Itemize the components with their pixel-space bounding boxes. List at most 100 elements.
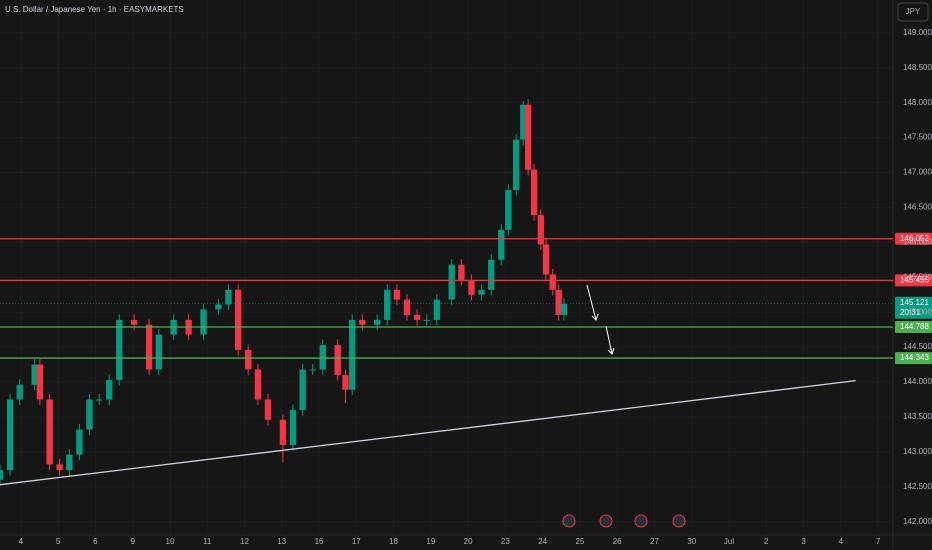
plot: [0, 99, 893, 486]
candle-body: [555, 289, 562, 315]
currency-label[interactable]: JPY: [906, 7, 921, 16]
candle-body: [131, 319, 138, 325]
candle-body: [264, 399, 272, 420]
candle-body: [106, 379, 113, 400]
candle-body: [155, 334, 162, 370]
y-tick-label: 146.000: [903, 237, 932, 246]
candle-body: [349, 319, 356, 390]
x-tick-label: 12: [240, 537, 249, 546]
y-tick-label: 146.500: [903, 203, 932, 212]
event-icon[interactable]: [634, 514, 648, 528]
arrows: [586, 284, 615, 355]
candle-body: [66, 454, 73, 471]
x-tick-label: 27: [650, 537, 659, 546]
x-tick-label: 30: [687, 537, 696, 546]
candle-body: [458, 264, 465, 281]
candle-body: [520, 104, 527, 140]
y-tick-label: 144.000: [903, 377, 932, 386]
x-tick-label: 3: [801, 537, 806, 546]
candle-body: [31, 364, 38, 385]
level-tag: [895, 232, 932, 245]
candle-body: [95, 399, 103, 401]
candle-body: [542, 244, 550, 275]
candle-body: [505, 189, 512, 230]
event-icon[interactable]: [599, 514, 613, 528]
y-tick-label: 142.500: [903, 482, 932, 491]
x-tick-label: 19: [426, 537, 435, 546]
candle-body: [488, 259, 495, 290]
candle-body: [200, 309, 207, 335]
last-price-tag: [895, 296, 932, 319]
last-price-label: 145.121: [900, 298, 929, 307]
x-tick-label: 9: [130, 537, 135, 546]
trendline: [0, 380, 856, 486]
candle-body: [0, 470, 4, 480]
candle-body: [254, 369, 262, 400]
candle-body: [513, 139, 520, 190]
candle-body: [309, 369, 316, 371]
x-tick-label: 2: [764, 537, 769, 546]
candle-body: [530, 169, 538, 216]
chart-title: U.S. Dollar / Japanese Yen · 1h · EASYMA…: [5, 5, 184, 14]
candle-body: [524, 104, 532, 170]
candle-body: [36, 364, 44, 400]
x-tick-label: 7: [876, 537, 881, 546]
grid: [0, 0, 893, 535]
y-tick-label: 142.000: [903, 517, 932, 526]
candle-body: [279, 419, 287, 445]
y-tick-label: 148.000: [903, 98, 932, 107]
y-tick-label: 147.000: [903, 168, 932, 177]
candle-body: [319, 345, 326, 370]
x-tick-label: 16: [315, 537, 324, 546]
arrow: [586, 284, 599, 321]
candle-body: [403, 299, 411, 315]
x-tick-label: 23: [501, 537, 510, 546]
countdown-label: 20:31: [900, 308, 921, 317]
event-icon[interactable]: [672, 514, 686, 528]
level-tag: [895, 274, 932, 287]
candle-body: [16, 384, 23, 400]
y-tick-label: 149.000: [903, 28, 932, 37]
event-icons: [562, 514, 686, 528]
candle-body: [299, 369, 306, 410]
candle-body: [289, 409, 297, 445]
candle-body: [374, 319, 381, 325]
y-tick-label: 147.500: [903, 133, 932, 142]
candle-body: [433, 299, 440, 320]
candle-body: [448, 264, 455, 300]
x-tick-label: 26: [613, 537, 622, 546]
candle-body: [215, 304, 222, 310]
candle-body: [478, 289, 485, 295]
candle-body: [86, 399, 93, 430]
candle-body: [468, 280, 475, 295]
x-tick-label: 4: [19, 537, 24, 546]
candle-body: [234, 289, 242, 350]
x-tick-label: 4: [839, 537, 844, 546]
candle-body: [423, 319, 430, 321]
candle-body: [537, 215, 544, 245]
currency-button[interactable]: [897, 2, 929, 22]
event-icon[interactable]: [562, 514, 576, 528]
candle-body: [116, 319, 123, 380]
y-tick-label: 143.500: [903, 412, 932, 421]
level-tag: [895, 321, 932, 334]
level-tag-label: 145.455: [900, 276, 929, 285]
x-tick-label: 25: [575, 537, 584, 546]
x-tick-label: 10: [166, 537, 175, 546]
candle-body: [359, 319, 366, 325]
candle-body: [225, 289, 232, 305]
candle-body: [560, 303, 568, 315]
x-tick-label: 24: [538, 537, 547, 546]
x-tick-label: 5: [56, 537, 61, 546]
x-tick-label: 6: [93, 537, 98, 546]
x-tick-label: 13: [277, 537, 286, 546]
candle-body: [413, 314, 421, 320]
y-tick-label: 145.000: [903, 307, 932, 316]
candle-body: [342, 375, 349, 390]
candle-body: [6, 399, 14, 471]
candle-body: [498, 229, 505, 260]
